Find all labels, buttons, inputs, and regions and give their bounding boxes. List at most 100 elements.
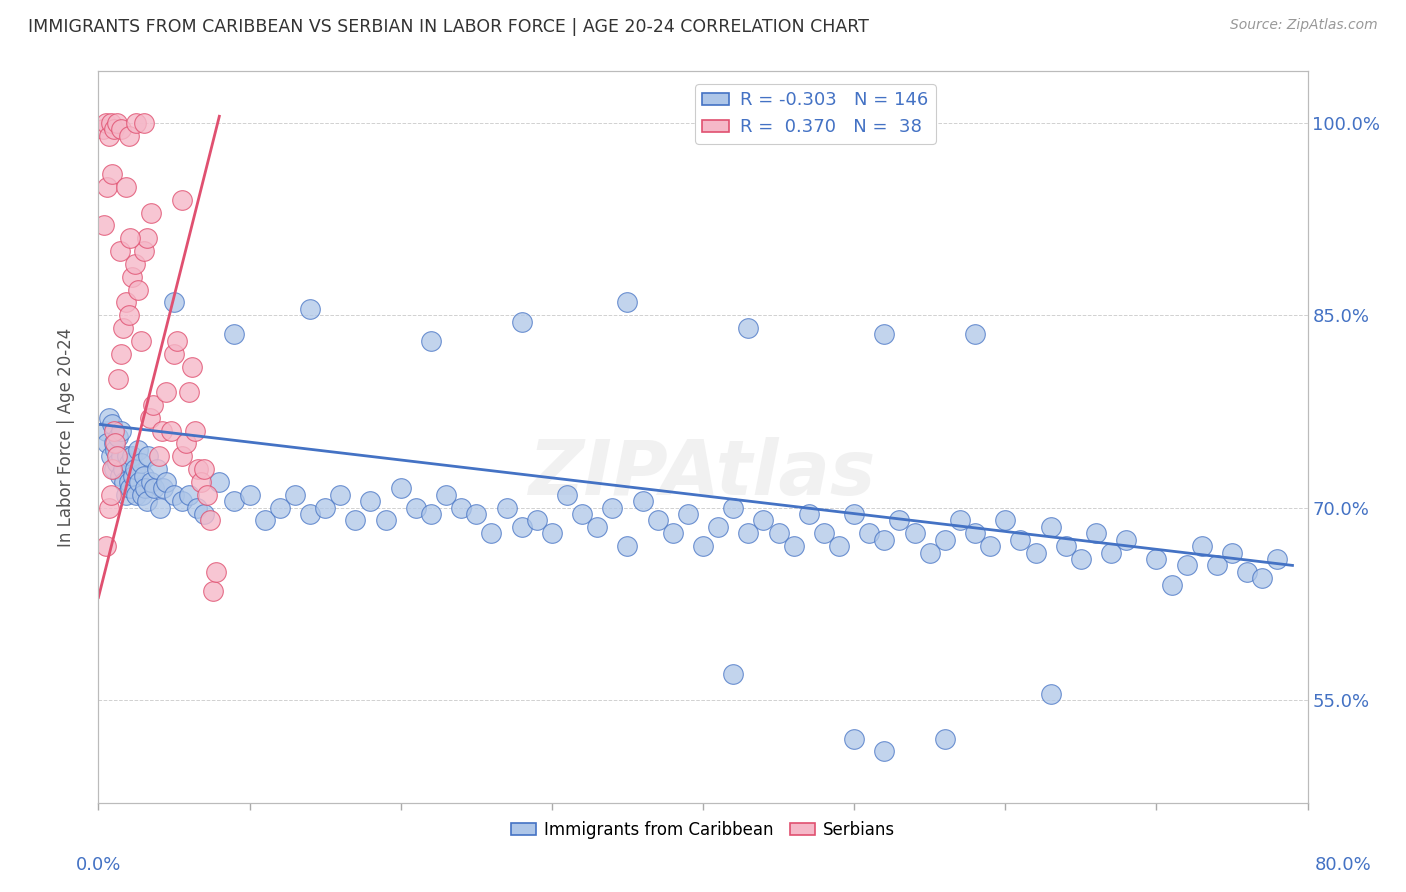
Point bbox=[141, 475, 163, 489]
Point bbox=[186, 500, 208, 515]
Point bbox=[858, 526, 880, 541]
Point bbox=[174, 436, 197, 450]
Point bbox=[111, 321, 134, 335]
Point bbox=[465, 507, 488, 521]
Point bbox=[844, 731, 866, 746]
Point bbox=[934, 731, 956, 746]
Point bbox=[934, 533, 956, 547]
Point bbox=[1175, 558, 1198, 573]
Point bbox=[103, 436, 125, 450]
Point bbox=[118, 456, 141, 470]
Point bbox=[360, 494, 382, 508]
Point bbox=[146, 462, 169, 476]
Point bbox=[889, 514, 911, 528]
Point bbox=[723, 500, 745, 515]
Point bbox=[100, 450, 122, 464]
Point bbox=[125, 488, 148, 502]
Point bbox=[405, 500, 427, 515]
Point bbox=[155, 385, 177, 400]
Point bbox=[737, 321, 759, 335]
Point bbox=[101, 462, 124, 476]
Point bbox=[1070, 552, 1092, 566]
Point bbox=[94, 424, 117, 438]
Point bbox=[873, 533, 896, 547]
Point bbox=[1115, 533, 1137, 547]
Point bbox=[152, 482, 174, 496]
Point bbox=[1267, 552, 1289, 566]
Point bbox=[111, 462, 134, 476]
Text: IMMIGRANTS FROM CARIBBEAN VS SERBIAN IN LABOR FORCE | AGE 20-24 CORRELATION CHAR: IMMIGRANTS FROM CARIBBEAN VS SERBIAN IN … bbox=[28, 18, 869, 36]
Point bbox=[129, 456, 152, 470]
Point bbox=[616, 295, 638, 310]
Point bbox=[723, 667, 745, 681]
Point bbox=[101, 167, 124, 181]
Point bbox=[631, 494, 654, 508]
Point bbox=[120, 231, 142, 245]
Point bbox=[1039, 520, 1062, 534]
Point bbox=[949, 514, 972, 528]
Point bbox=[224, 327, 246, 342]
Point bbox=[965, 526, 987, 541]
Point bbox=[195, 488, 218, 502]
Point bbox=[98, 410, 121, 425]
Point bbox=[127, 283, 149, 297]
Point bbox=[526, 514, 548, 528]
Point bbox=[163, 488, 186, 502]
Point bbox=[200, 514, 222, 528]
Point bbox=[143, 482, 166, 496]
Point bbox=[768, 526, 790, 541]
Legend: Immigrants from Caribbean, Serbians: Immigrants from Caribbean, Serbians bbox=[503, 814, 903, 846]
Text: 80.0%: 80.0% bbox=[1315, 856, 1371, 874]
Point bbox=[155, 475, 177, 489]
Point bbox=[374, 514, 396, 528]
Point bbox=[797, 507, 820, 521]
Point bbox=[112, 475, 135, 489]
Point bbox=[647, 514, 669, 528]
Point bbox=[127, 442, 149, 457]
Point bbox=[124, 462, 146, 476]
Point bbox=[136, 450, 159, 464]
Point bbox=[115, 450, 138, 464]
Text: Source: ZipAtlas.com: Source: ZipAtlas.com bbox=[1230, 18, 1378, 32]
Point bbox=[101, 417, 124, 432]
Point bbox=[100, 116, 122, 130]
Point bbox=[114, 295, 136, 310]
Point bbox=[105, 116, 128, 130]
Point bbox=[181, 359, 204, 374]
Point bbox=[420, 334, 443, 348]
Point bbox=[269, 500, 291, 515]
Point bbox=[141, 205, 163, 219]
Point bbox=[904, 526, 927, 541]
Point bbox=[193, 507, 215, 521]
Point bbox=[187, 462, 209, 476]
Point bbox=[193, 462, 215, 476]
Point bbox=[284, 488, 307, 502]
Point bbox=[96, 179, 118, 194]
Point bbox=[299, 507, 322, 521]
Point bbox=[314, 500, 336, 515]
Point bbox=[481, 526, 503, 541]
Point bbox=[555, 488, 578, 502]
Point bbox=[190, 475, 212, 489]
Point bbox=[813, 526, 835, 541]
Point bbox=[142, 398, 165, 412]
Point bbox=[602, 500, 624, 515]
Point bbox=[170, 450, 193, 464]
Point bbox=[139, 410, 162, 425]
Point bbox=[692, 539, 714, 553]
Point bbox=[148, 450, 170, 464]
Point bbox=[495, 500, 517, 515]
Point bbox=[1206, 558, 1229, 573]
Point bbox=[163, 346, 186, 360]
Point bbox=[110, 122, 132, 136]
Point bbox=[114, 179, 136, 194]
Point bbox=[224, 494, 246, 508]
Point bbox=[103, 122, 125, 136]
Point bbox=[1236, 565, 1258, 579]
Point bbox=[170, 494, 193, 508]
Point bbox=[125, 116, 148, 130]
Point bbox=[93, 219, 115, 233]
Point bbox=[149, 500, 172, 515]
Point bbox=[239, 488, 262, 502]
Point bbox=[103, 462, 125, 476]
